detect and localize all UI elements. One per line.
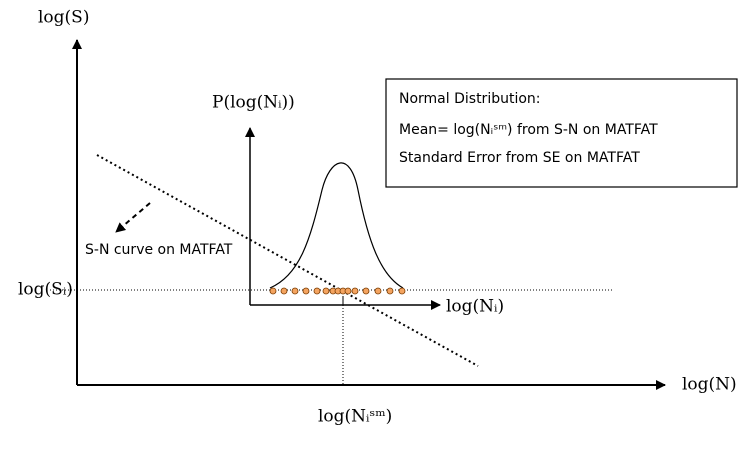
sample-dot [269,287,277,295]
x-axis-label: log(N) [682,375,737,395]
curve-label: S-N curve on MATFAT [85,242,233,258]
sample-dot [322,287,330,295]
median-label: log(Nᵢˢᵐ) [318,407,392,427]
samples [269,287,406,295]
pdf-y-label: P(log(Nᵢ)) [212,93,295,113]
box-title: Normal Distribution: [399,91,541,107]
sample-dot [291,287,299,295]
pdf-x-label: log(Nᵢ) [446,297,504,317]
box-mean: Mean= log(Nᵢˢᵐ) from S-N on MATFAT [399,122,658,138]
info-box [385,78,738,188]
curve-pointer [115,202,151,233]
sample-dot [313,287,321,295]
sample-dot [351,287,359,295]
sample-dot [386,287,394,295]
bell-curve [269,162,404,289]
y-axis-label: log(S) [38,8,89,28]
box-error: Standard Error from SE on MATFAT [399,150,640,166]
stress-label: log(Sᵢ) [18,280,73,300]
sample-dot [362,287,370,295]
main-axes [72,39,666,390]
sample-dot [302,287,310,295]
sample-dot [344,287,352,295]
sample-dot [398,287,406,295]
sample-dot [280,287,288,295]
sample-dot [374,287,382,295]
pdf-axes [245,127,441,310]
